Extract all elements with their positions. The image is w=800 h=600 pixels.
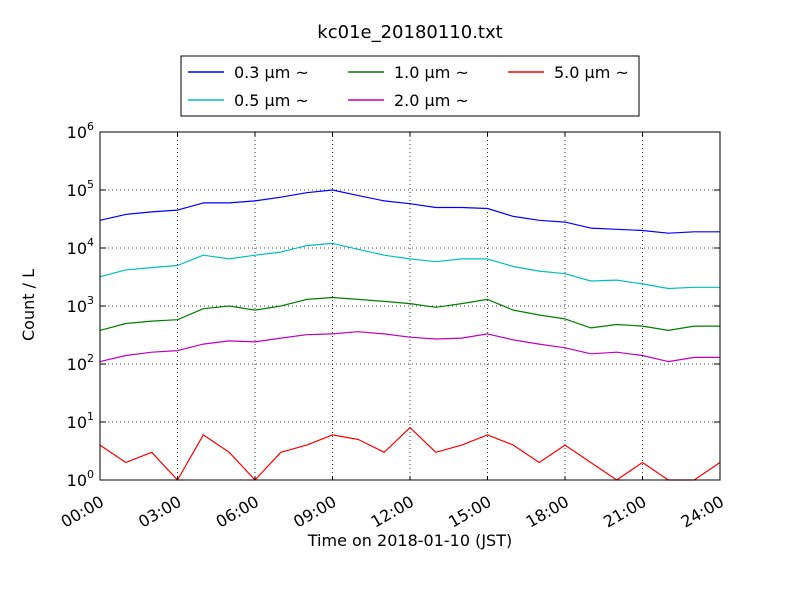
legend-label-2: 1.0 μm ~ [394, 63, 469, 82]
y-tick-label: 106 [67, 120, 94, 142]
y-tick-exponent: 6 [87, 120, 94, 133]
x-axis-label: Time on 2018-01-10 (JST) [307, 531, 512, 550]
x-tick-label: 06:00 [213, 492, 262, 532]
y-tick-label: 103 [67, 294, 94, 316]
legend-label-3: 2.0 μm ~ [394, 91, 469, 110]
series-line-0 [99, 189, 720, 234]
series-line-1 [99, 242, 720, 290]
series-line-3 [99, 331, 720, 363]
y-tick-label: 101 [67, 410, 94, 432]
y-tick-exponent: 2 [87, 352, 94, 365]
y-axis-label: Count / L [19, 269, 38, 341]
y-tick-label: 104 [67, 236, 94, 258]
y-tick-label: 100 [67, 468, 94, 490]
x-tick-label: 15:00 [445, 492, 494, 532]
y-tick-exponent: 0 [87, 468, 94, 481]
y-tick-label: 102 [67, 352, 94, 374]
y-tick-base: 10 [67, 355, 87, 374]
y-tick-base: 10 [67, 239, 87, 258]
grid [100, 132, 720, 480]
series-layer [99, 189, 721, 481]
chart-title: kc01e_20180110.txt [317, 22, 502, 43]
x-tick-label: 00:00 [58, 492, 107, 532]
y-tick-exponent: 5 [87, 178, 94, 191]
legend-label-4: 5.0 μm ~ [554, 63, 629, 82]
y-tick-base: 10 [67, 181, 87, 200]
y-tick-exponent: 1 [87, 410, 94, 423]
x-tick-label: 03:00 [135, 492, 184, 532]
x-tick-label: 18:00 [523, 492, 572, 532]
series-line-2 [99, 296, 720, 331]
y-tick-base: 10 [67, 297, 87, 316]
axes: 00:00 03:00 06:00 09:00 12:00 15:00 18:00 21:00… [58, 120, 727, 531]
y-tick-exponent: 3 [87, 294, 94, 307]
y-tick-exponent: 4 [87, 236, 94, 249]
x-tick-label: 24:00 [678, 492, 727, 532]
x-tick-label: 12:00 [368, 492, 417, 532]
legend-frame [180, 55, 640, 117]
legend: 0.3 μm ~ 0.5 μm ~ 1.0 μm ~ 2.0 μm ~ 5.0 μm ~ [180, 55, 640, 117]
y-tick-label: 105 [67, 178, 94, 200]
legend-label-0: 0.3 μm ~ [234, 63, 309, 82]
y-tick-base: 10 [67, 123, 87, 142]
legend-label-1: 0.5 μm ~ [234, 91, 309, 110]
y-tick-base: 10 [67, 413, 87, 432]
x-tick-label: 21:00 [600, 492, 649, 532]
x-tick-label: 09:00 [290, 492, 339, 532]
y-tick-base: 10 [67, 471, 87, 490]
